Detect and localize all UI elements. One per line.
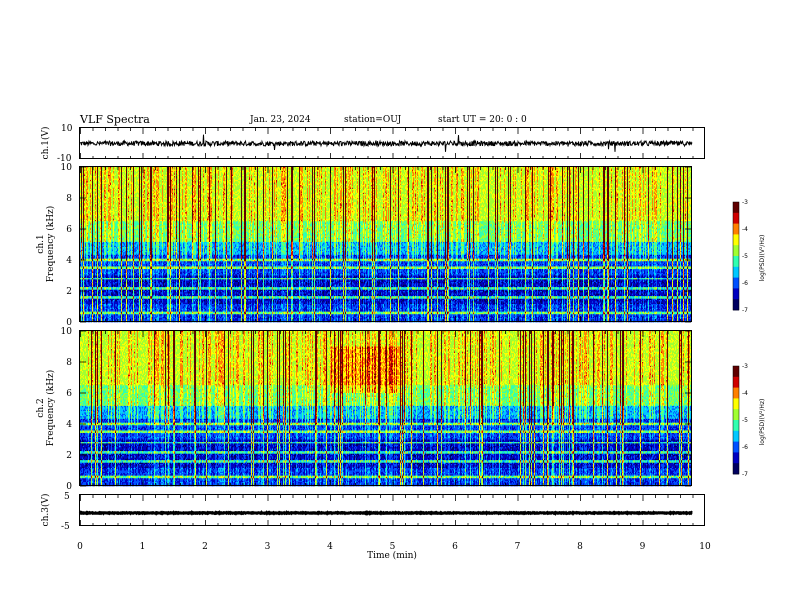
figure-title: VLF Spectra — [79, 113, 150, 126]
ch1-waveform-panel: 10 -10 ch.1(V) — [40, 124, 705, 164]
start-time-label: start UT = 20: 0 : 0 — [438, 115, 527, 125]
date-label: Jan. 23, 2024 — [249, 115, 311, 125]
ch1-waveform-ylabel: ch.1(V) — [40, 127, 51, 160]
ch1-ytick-top: 10 — [61, 124, 73, 134]
station-label: station=OUJ — [344, 115, 402, 125]
waveform-trace — [80, 135, 692, 152]
ch1-spectrogram-image — [80, 167, 691, 322]
vlf-figure: VLF Spectra Jan. 23, 2024 station=OUJ st… — [0, 0, 792, 612]
